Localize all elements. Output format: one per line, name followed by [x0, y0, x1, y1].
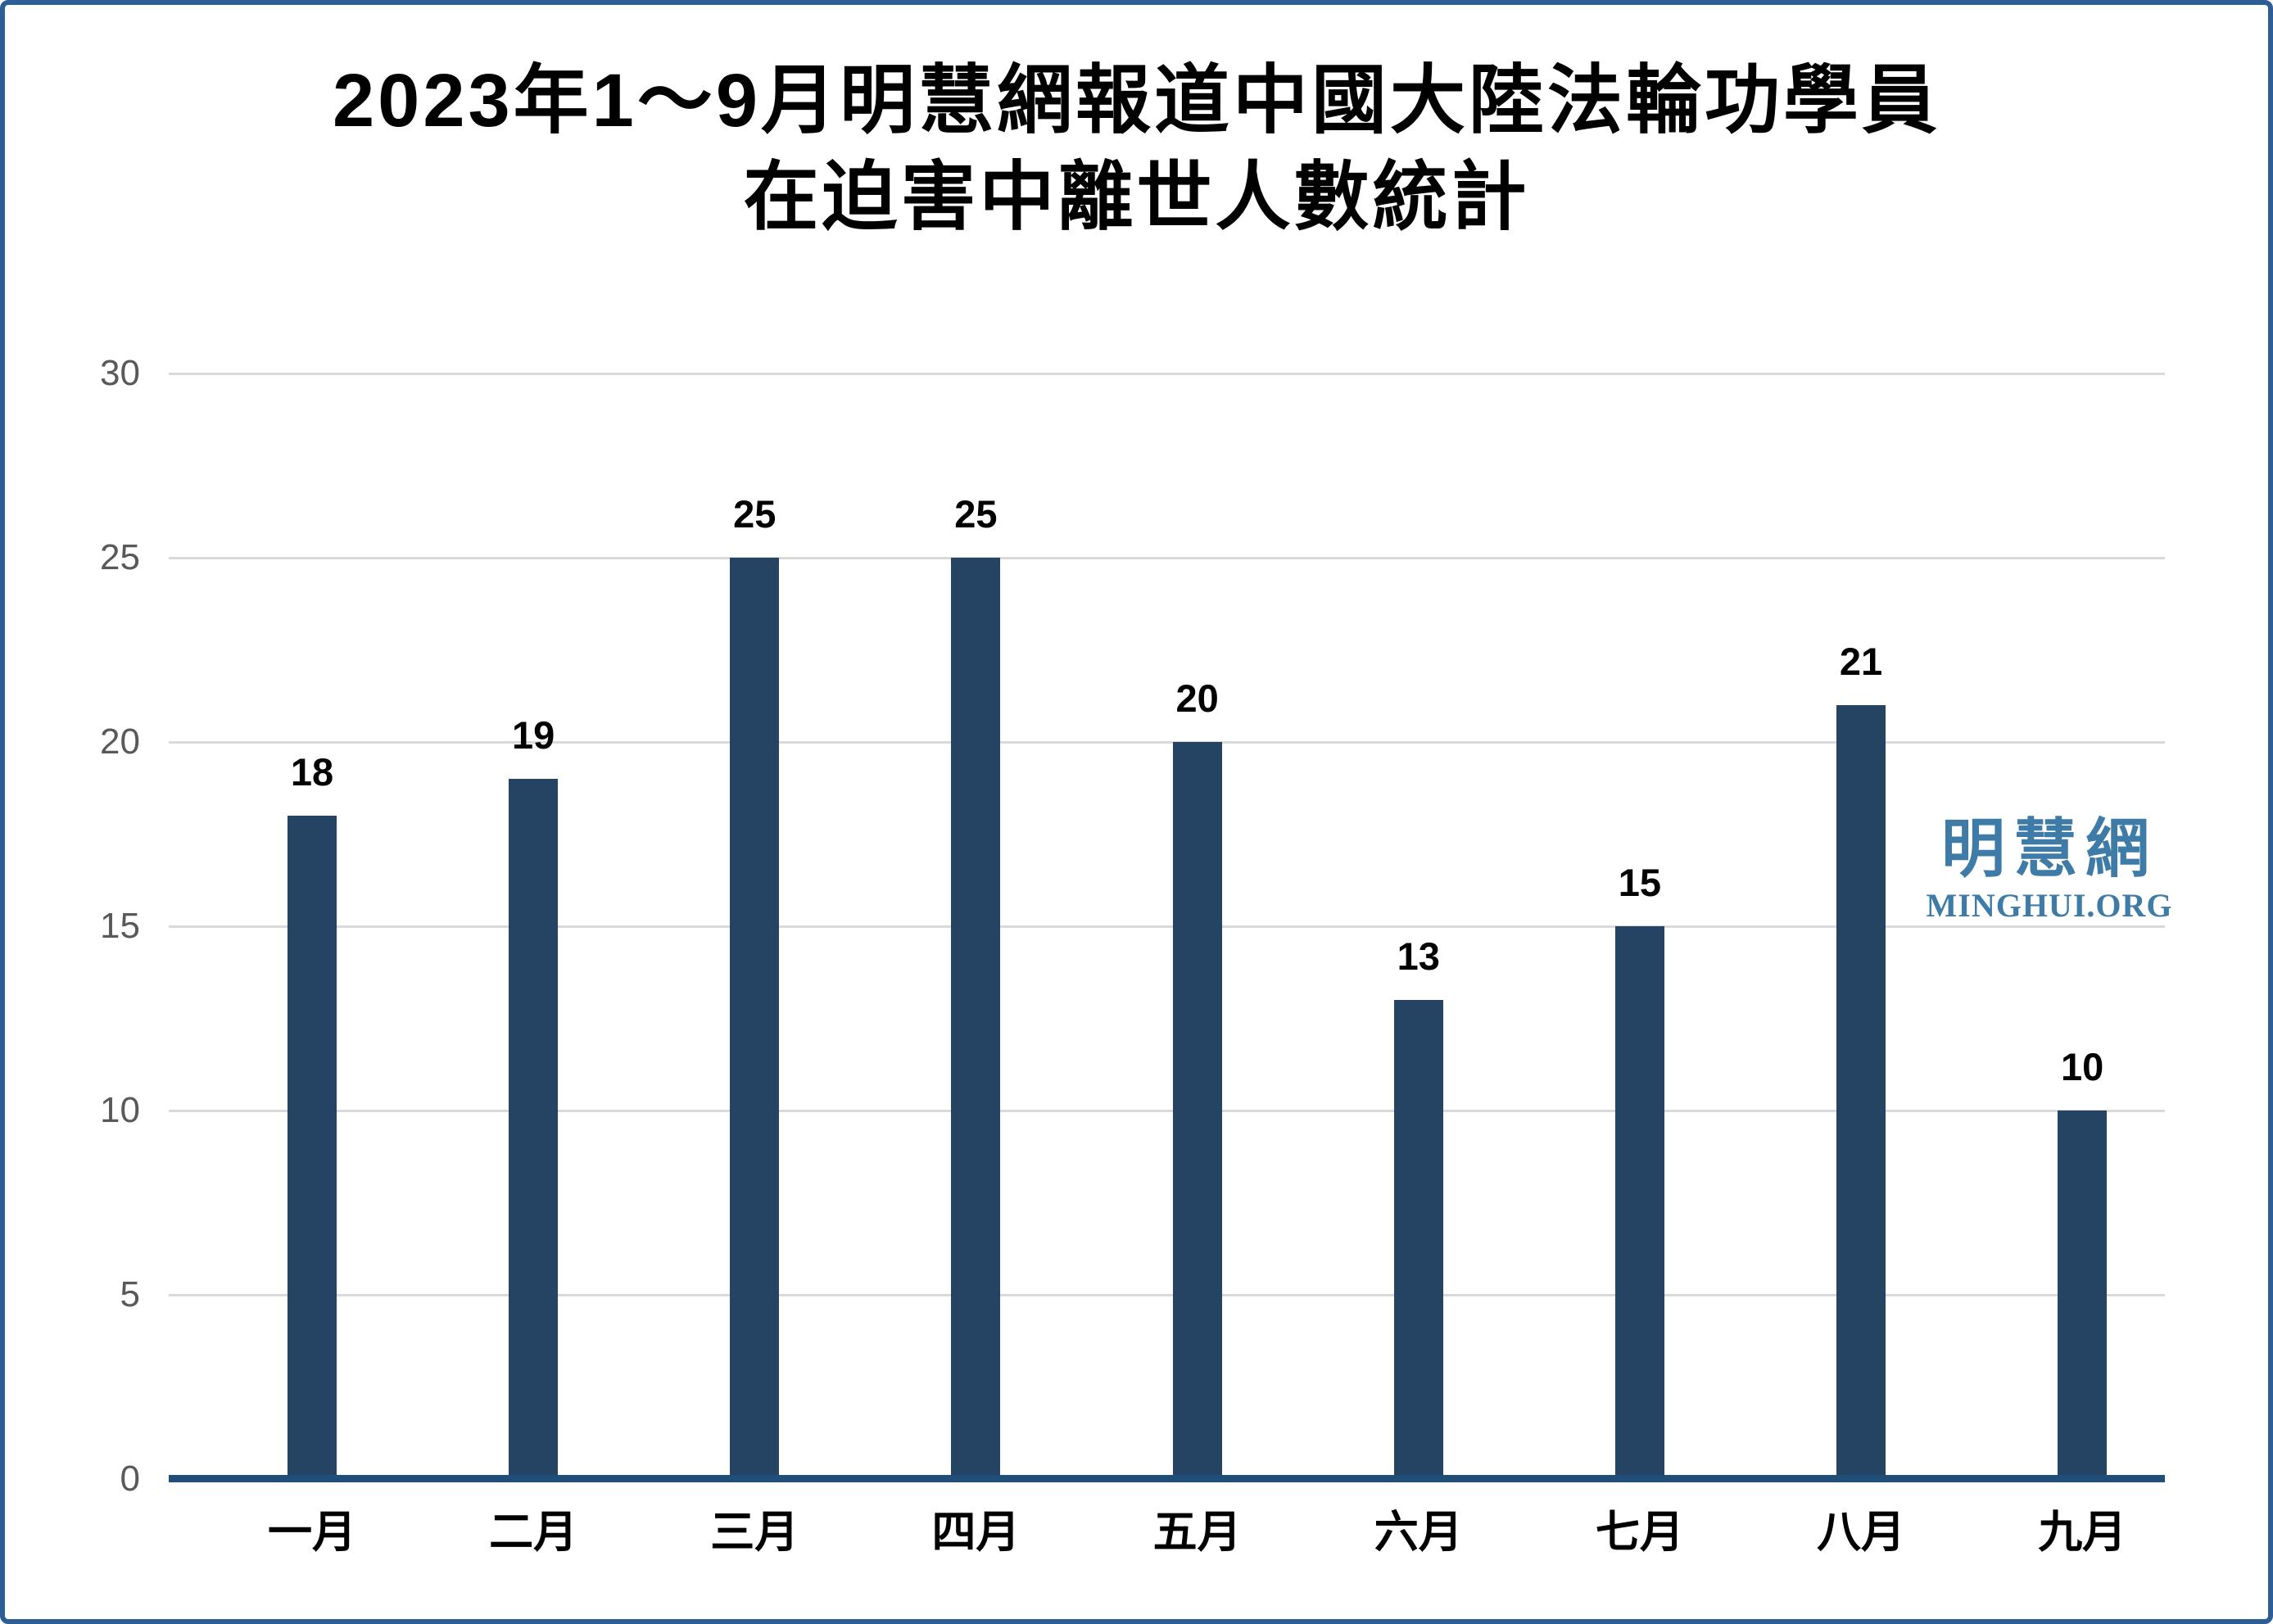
bar — [730, 558, 780, 1479]
minghui-logo-english: MINGHUI.ORG — [1926, 887, 2173, 924]
y-axis-tick-label: 10 — [100, 1090, 140, 1130]
x-axis-category-label: 一月 — [268, 1508, 356, 1557]
bar-value-label: 25 — [954, 492, 998, 536]
x-axis-category-label: 九月 — [2038, 1508, 2127, 1557]
y-axis-tick-label: 5 — [120, 1274, 140, 1314]
x-axis-category-label: 六月 — [1374, 1508, 1463, 1557]
minghui-logo-chinese: 明慧網 — [1940, 812, 2158, 884]
gridline — [169, 556, 2165, 559]
x-axis-category-label: 三月 — [710, 1508, 799, 1557]
chart-title-line-1: 2023年1～9月明慧網報道中國大陸法輪功學員 — [333, 59, 1940, 142]
y-axis-tick-label: 30 — [100, 353, 140, 393]
x-axis-category-label: 二月 — [489, 1508, 578, 1557]
x-axis-category-label: 八月 — [1817, 1508, 1906, 1557]
bar-value-label: 20 — [1175, 676, 1219, 720]
y-axis-tick-label: 20 — [100, 722, 140, 762]
gridline — [169, 740, 2165, 744]
bar — [509, 779, 559, 1479]
bar-value-label: 10 — [2061, 1045, 2104, 1088]
y-axis-tick-label: 25 — [100, 537, 140, 577]
x-axis-category-label: 五月 — [1152, 1508, 1242, 1557]
bar — [1172, 742, 1222, 1479]
plot-area: 0 5 10 15 20 25 30 18 一月 19 二月 25 三月 25 四月 20 五月 13 六月 15 七月… — [100, 353, 2165, 1557]
bar-value-label: 21 — [1839, 640, 1883, 683]
bar — [2058, 1111, 2108, 1479]
x-axis-category-label: 四月 — [931, 1508, 1021, 1557]
bar-value-label: 19 — [512, 713, 555, 757]
bar — [288, 816, 337, 1479]
y-axis-tick-label: 0 — [120, 1459, 140, 1499]
bar — [951, 558, 1001, 1479]
chart-title: 2023年1～9月明慧網報道中國大陸法輪功學員 在迫害中離世人數統計 — [5, 52, 2268, 246]
bar-value-label: 13 — [1397, 934, 1440, 978]
x-axis-category-label: 七月 — [1595, 1508, 1684, 1557]
bar-value-label: 15 — [1618, 861, 1662, 904]
bar — [1614, 926, 1664, 1479]
bar-value-label: 18 — [290, 750, 334, 794]
gridline — [169, 1293, 2165, 1296]
bar — [1393, 1000, 1443, 1479]
bar-value-label: 25 — [733, 492, 777, 536]
minghui-logo: 明慧網 MINGHUI.ORG — [1912, 812, 2187, 924]
x-axis-line — [169, 1475, 2165, 1482]
chart-title-line-2: 在迫害中離世人數統計 — [743, 156, 1530, 239]
bar — [1836, 705, 1886, 1479]
gridline — [169, 1109, 2165, 1112]
y-axis-tick-label: 15 — [100, 906, 140, 946]
gridline — [169, 925, 2165, 928]
gridline — [169, 372, 2165, 375]
